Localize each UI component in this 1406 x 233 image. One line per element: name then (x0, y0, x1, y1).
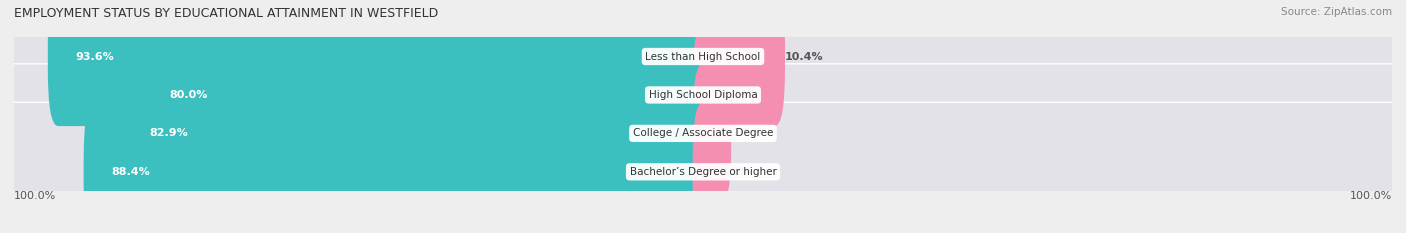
Text: College / Associate Degree: College / Associate Degree (633, 128, 773, 138)
Text: EMPLOYMENT STATUS BY EDUCATIONAL ATTAINMENT IN WESTFIELD: EMPLOYMENT STATUS BY EDUCATIONAL ATTAINM… (14, 7, 439, 20)
Text: 0.9%: 0.9% (720, 167, 751, 177)
Text: 100.0%: 100.0% (1350, 191, 1392, 201)
Text: 1.3%: 1.3% (723, 90, 754, 100)
Text: Less than High School: Less than High School (645, 51, 761, 62)
Text: 100.0%: 100.0% (14, 191, 56, 201)
Text: 10.4%: 10.4% (785, 51, 824, 62)
Text: 80.0%: 80.0% (169, 90, 208, 100)
FancyBboxPatch shape (4, 64, 1402, 203)
FancyBboxPatch shape (693, 64, 731, 203)
FancyBboxPatch shape (693, 102, 720, 233)
Text: 2.6%: 2.6% (731, 128, 762, 138)
FancyBboxPatch shape (693, 0, 785, 126)
FancyBboxPatch shape (4, 25, 1402, 164)
FancyBboxPatch shape (4, 0, 1402, 126)
FancyBboxPatch shape (121, 64, 713, 203)
FancyBboxPatch shape (4, 102, 1402, 233)
Text: 82.9%: 82.9% (149, 128, 188, 138)
FancyBboxPatch shape (693, 25, 723, 164)
FancyBboxPatch shape (48, 0, 713, 126)
Text: Bachelor’s Degree or higher: Bachelor’s Degree or higher (630, 167, 776, 177)
Text: Source: ZipAtlas.com: Source: ZipAtlas.com (1281, 7, 1392, 17)
Text: High School Diploma: High School Diploma (648, 90, 758, 100)
Text: 93.6%: 93.6% (76, 51, 114, 62)
FancyBboxPatch shape (142, 25, 713, 164)
Text: 88.4%: 88.4% (111, 167, 150, 177)
FancyBboxPatch shape (83, 102, 713, 233)
